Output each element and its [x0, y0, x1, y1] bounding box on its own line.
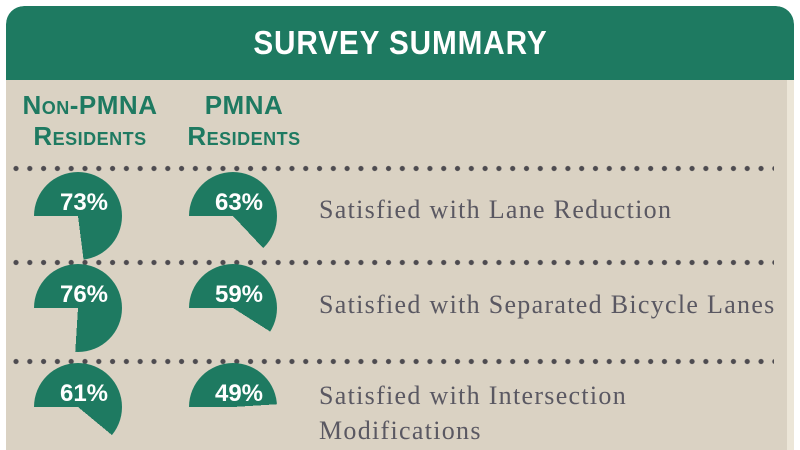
- column-header-non-pmna-line2: Residents: [33, 121, 147, 151]
- dotted-divider-3: [12, 357, 774, 366]
- pie-percentage-label: 63%: [214, 189, 264, 216]
- dotted-divider-2: [12, 258, 774, 267]
- pie-percentage-label: 59%: [214, 281, 264, 308]
- card-header: SURVEY SUMMARY: [6, 6, 794, 80]
- survey-summary-card: SURVEY SUMMARY Non-PMNA Residents PMNA R…: [6, 6, 794, 450]
- column-header-pmna-line2: Residents: [187, 121, 301, 151]
- dotted-divider-1: [12, 164, 774, 173]
- pie-pmna-intersection: 49%: [189, 363, 277, 450]
- card-right-edge: [787, 80, 794, 450]
- pie-percentage-label: 49%: [214, 380, 264, 407]
- pie-percentage-label: 73%: [59, 189, 109, 216]
- column-header-non-pmna-line1: Non-PMNA: [22, 90, 158, 120]
- pie-pmna-bicycle-lanes: 59%: [189, 264, 277, 352]
- column-header-non-pmna: Non-PMNA Residents: [10, 90, 170, 152]
- row-label-intersection: Satisfied with Intersection Modification…: [319, 381, 628, 445]
- row-label-bicycle-lanes: Satisfied with Separated Bicycle Lanes: [319, 290, 776, 319]
- pie-non-pmna-lane-reduction: 73%: [34, 172, 122, 260]
- row-label-lane-reduction: Satisfied with Lane Reduction: [319, 195, 673, 224]
- pie-non-pmna-bicycle-lanes: 76%: [34, 264, 122, 352]
- pie-non-pmna-intersection: 61%: [34, 363, 122, 450]
- column-header-pmna-line1: PMNA: [204, 90, 284, 120]
- pie-percentage-label: 76%: [59, 281, 109, 308]
- card-body: Non-PMNA Residents PMNA Residents 73% 63…: [6, 80, 794, 450]
- column-header-pmna: PMNA Residents: [178, 90, 310, 152]
- pie-pmna-lane-reduction: 63%: [189, 172, 277, 260]
- pie-percentage-label: 61%: [59, 380, 109, 407]
- page-title: SURVEY SUMMARY: [252, 24, 548, 61]
